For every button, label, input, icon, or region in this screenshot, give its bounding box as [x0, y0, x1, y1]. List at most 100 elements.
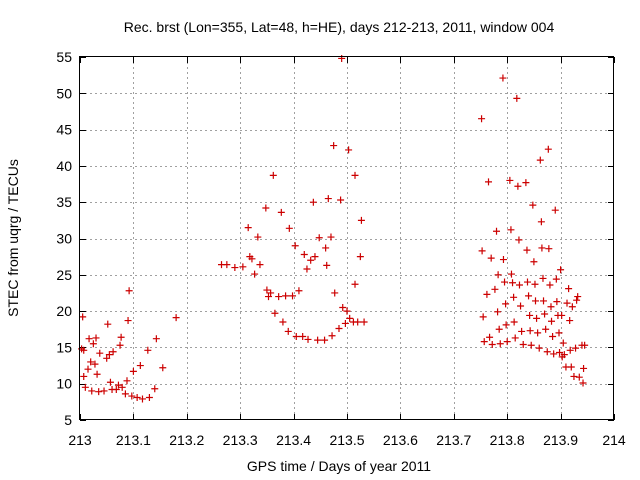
- data-point: [480, 338, 488, 346]
- data-point: [536, 156, 544, 164]
- data-point: [523, 278, 531, 286]
- data-point: [531, 280, 539, 288]
- y-tick-label: 15: [56, 339, 72, 355]
- data-point: [486, 333, 494, 341]
- data-point: [506, 176, 514, 184]
- data-point: [509, 279, 517, 287]
- data-point: [550, 350, 558, 358]
- data-point: [80, 346, 88, 354]
- y-tick-label: 5: [64, 412, 72, 428]
- data-point: [96, 349, 104, 357]
- data-point: [494, 271, 502, 279]
- data-point: [357, 216, 365, 224]
- data-point: [574, 293, 582, 301]
- data-point: [529, 201, 537, 209]
- data-point: [570, 372, 578, 380]
- data-point: [533, 314, 541, 322]
- data-point: [145, 393, 153, 401]
- data-point: [291, 242, 299, 250]
- data-point: [517, 302, 525, 310]
- data-point: [503, 338, 511, 346]
- data-point: [311, 253, 319, 261]
- data-point: [265, 293, 273, 301]
- data-point: [552, 275, 560, 283]
- x-tick-label: 213.7: [436, 432, 471, 448]
- data-point: [485, 178, 493, 186]
- data-point: [136, 362, 144, 370]
- data-point: [309, 198, 317, 206]
- data-point: [328, 332, 336, 340]
- data-point: [324, 195, 332, 203]
- data-point: [331, 289, 339, 297]
- y-tick-label: 45: [56, 122, 72, 138]
- data-point: [356, 253, 364, 261]
- data-point: [152, 335, 160, 343]
- data-point: [567, 363, 575, 371]
- data-point: [566, 317, 574, 325]
- data-point: [88, 387, 96, 395]
- data-point: [580, 364, 588, 372]
- data-point: [337, 196, 345, 204]
- x-tick-label: 213.1: [116, 432, 151, 448]
- x-tick-label: 214: [602, 432, 626, 448]
- data-point: [144, 346, 152, 354]
- x-tick-label: 213.6: [383, 432, 418, 448]
- y-tick-label: 25: [56, 267, 72, 283]
- data-point: [515, 236, 523, 244]
- data-point: [91, 360, 99, 368]
- data-point: [511, 334, 519, 342]
- data-point: [89, 340, 97, 348]
- data-point: [271, 309, 279, 317]
- data-point: [282, 292, 290, 300]
- data-point: [92, 334, 100, 342]
- data-point: [314, 336, 322, 344]
- data-point: [109, 348, 117, 356]
- x-tick-label: 213.5: [329, 432, 364, 448]
- data-point: [544, 145, 552, 153]
- data-point: [123, 377, 131, 385]
- data-point: [479, 313, 487, 321]
- data-point: [327, 233, 335, 241]
- data-point: [303, 265, 311, 273]
- data-point: [346, 314, 354, 322]
- data-point: [85, 335, 93, 343]
- data-point: [502, 300, 510, 308]
- data-point: [478, 247, 486, 255]
- data-point: [532, 297, 540, 305]
- data-point: [239, 263, 247, 271]
- data-point: [289, 292, 297, 300]
- data-point: [125, 287, 133, 295]
- data-point: [172, 314, 180, 322]
- data-point: [151, 385, 159, 393]
- data-point: [343, 307, 351, 315]
- data-point: [496, 340, 504, 348]
- data-point: [275, 293, 283, 301]
- data-point: [579, 379, 587, 387]
- data-point: [539, 274, 547, 282]
- data-point: [548, 317, 556, 325]
- data-point: [351, 280, 359, 288]
- x-tick-label: 213.4: [276, 432, 311, 448]
- data-point: [106, 378, 114, 386]
- y-tick-label: 50: [56, 85, 72, 101]
- data-point: [540, 297, 548, 305]
- data-point: [118, 383, 126, 391]
- data-point: [114, 381, 122, 389]
- data-point: [80, 372, 88, 380]
- data-point: [541, 310, 549, 318]
- data-point: [84, 365, 92, 373]
- data-point: [556, 348, 564, 356]
- data-point: [231, 264, 239, 272]
- data-point: [330, 142, 338, 150]
- data-point: [557, 266, 565, 274]
- data-point: [79, 313, 87, 321]
- data-point: [100, 387, 108, 395]
- data-point: [295, 287, 303, 295]
- data-point: [322, 244, 330, 252]
- data-point: [566, 346, 574, 354]
- data-point: [510, 293, 518, 301]
- data-point: [487, 254, 495, 262]
- data-point: [558, 311, 566, 319]
- data-point: [525, 292, 533, 300]
- data-point: [81, 383, 89, 391]
